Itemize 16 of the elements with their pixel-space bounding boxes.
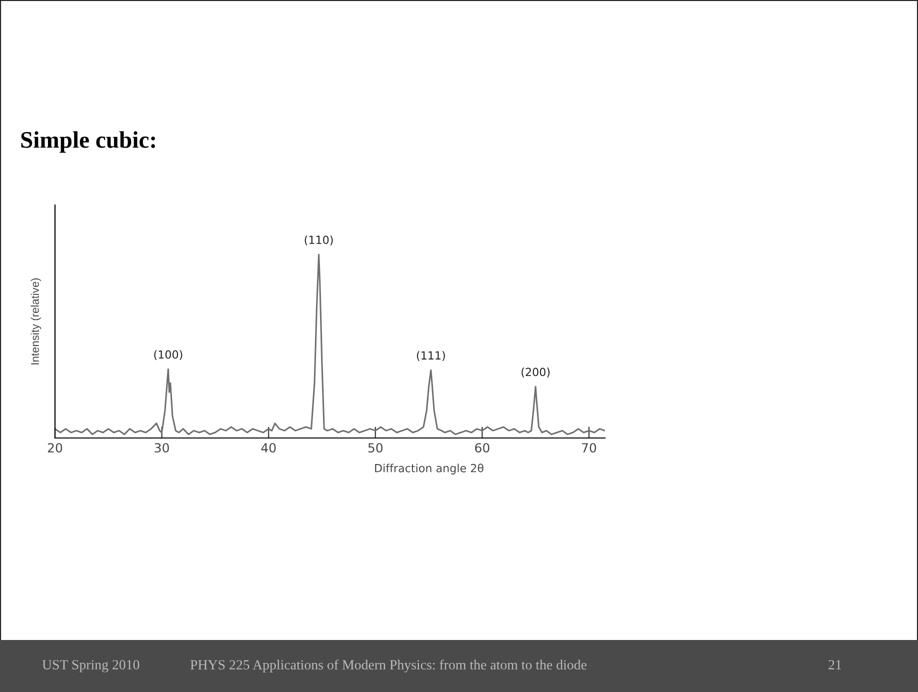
annotation: (110)	[304, 235, 333, 246]
x-tick-label: 60	[475, 443, 490, 453]
x-axis-title: Diffraction angle 2θ	[375, 464, 484, 474]
text: PHYS 225 Applications of Modern Physics: from the atom to the diode	[190, 660, 586, 672]
x-tick-label: 70	[582, 443, 596, 453]
text: UST Spring 2010	[42, 660, 140, 672]
chart-title: Simple cubic:	[21, 131, 155, 153]
annotation: (200)	[522, 368, 550, 378]
x-tick-label: 20	[48, 443, 62, 453]
text: 21	[828, 660, 842, 670]
annotation: (100)	[154, 350, 182, 360]
annotation: (111)	[416, 351, 445, 361]
x-tick-label: 40	[261, 443, 276, 453]
x-tick-label: 50	[368, 443, 383, 453]
y-axis-title: Intensity (relative)	[30, 278, 42, 364]
x-tick-label: 30	[154, 443, 169, 453]
